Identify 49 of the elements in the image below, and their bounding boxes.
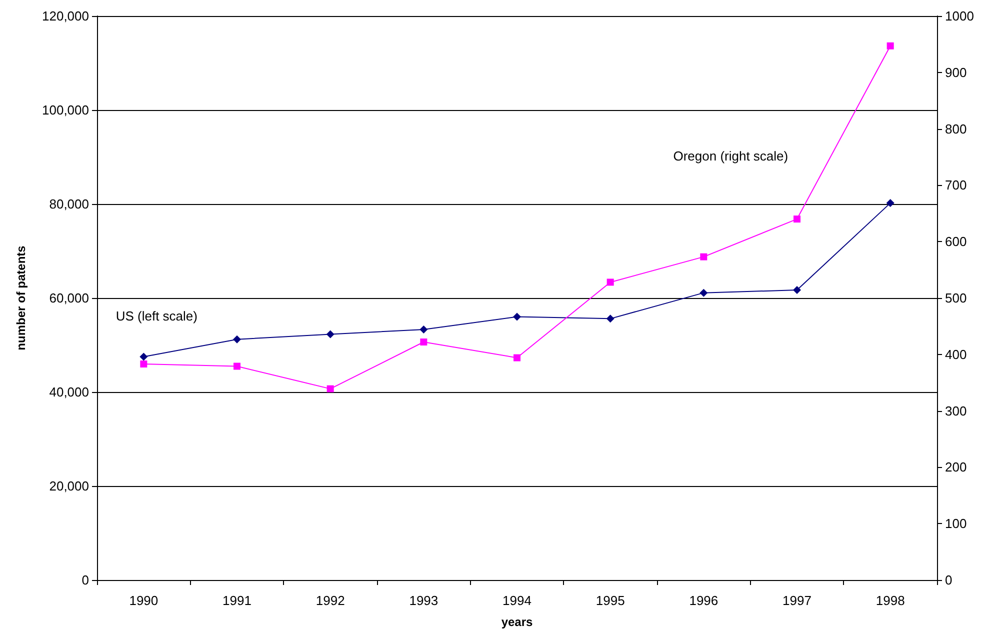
point	[420, 325, 428, 334]
y2-tick-label: 0	[945, 572, 952, 588]
y2-tick-label: 600	[945, 234, 967, 250]
y2-tick-label: 500	[945, 290, 967, 306]
point	[326, 330, 334, 338]
y-tick-label: 80,000	[49, 196, 89, 212]
y2-tick-label: 700	[945, 178, 967, 193]
x-tick-label: 1994	[502, 593, 532, 608]
point	[140, 360, 148, 368]
point	[794, 216, 800, 223]
point	[606, 278, 614, 286]
point	[700, 288, 708, 297]
y2-tick-label: 100	[945, 516, 967, 532]
y-tick-label: 20,000	[49, 478, 89, 494]
point	[886, 199, 894, 208]
y2-tick-label: 800	[945, 121, 967, 136]
x-tick-label: 1997	[782, 593, 812, 608]
point	[514, 354, 520, 362]
point	[793, 286, 801, 294]
y-tick-label: 100,000	[42, 102, 89, 118]
y2-tick-label: 1000	[945, 8, 974, 24]
y2-tick-label: 900	[945, 64, 967, 80]
x-tick-label: 1990	[129, 593, 158, 608]
y2-tick-label: 400	[945, 346, 967, 362]
y-tick-label: 0	[82, 572, 89, 588]
y-tick-label: 120,000	[42, 8, 89, 24]
x-tick-label: 1991	[222, 593, 252, 608]
y-tick-label: 40,000	[49, 384, 89, 400]
series-label: US (left scale)	[116, 308, 198, 324]
point	[886, 42, 894, 50]
y2-tick-label: 200	[945, 460, 967, 475]
x-axis-title: years	[501, 615, 534, 629]
x-tick-label: 1998	[876, 593, 905, 608]
x-tick-label: 1996	[689, 593, 718, 608]
y-axis-title: number of patents	[14, 245, 28, 350]
point	[233, 335, 241, 344]
y2-tick-label: 300	[945, 403, 967, 418]
text: Oregon (right scale)	[673, 148, 788, 164]
point	[326, 385, 334, 392]
point	[140, 352, 148, 361]
x-tick-label: 1995	[596, 593, 625, 608]
x-tick-label: 1993	[409, 593, 438, 608]
point	[513, 312, 521, 321]
point	[234, 362, 240, 370]
y-tick-label: 60,000	[49, 290, 89, 306]
x-tick-label: 1992	[316, 593, 345, 608]
point	[606, 314, 614, 323]
point	[420, 338, 428, 346]
point	[700, 253, 708, 260]
